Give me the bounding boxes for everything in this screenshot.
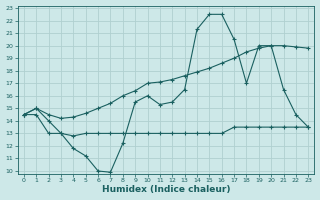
X-axis label: Humidex (Indice chaleur): Humidex (Indice chaleur) — [102, 185, 230, 194]
